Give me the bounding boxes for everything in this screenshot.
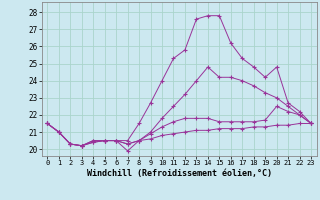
X-axis label: Windchill (Refroidissement éolien,°C): Windchill (Refroidissement éolien,°C) bbox=[87, 169, 272, 178]
